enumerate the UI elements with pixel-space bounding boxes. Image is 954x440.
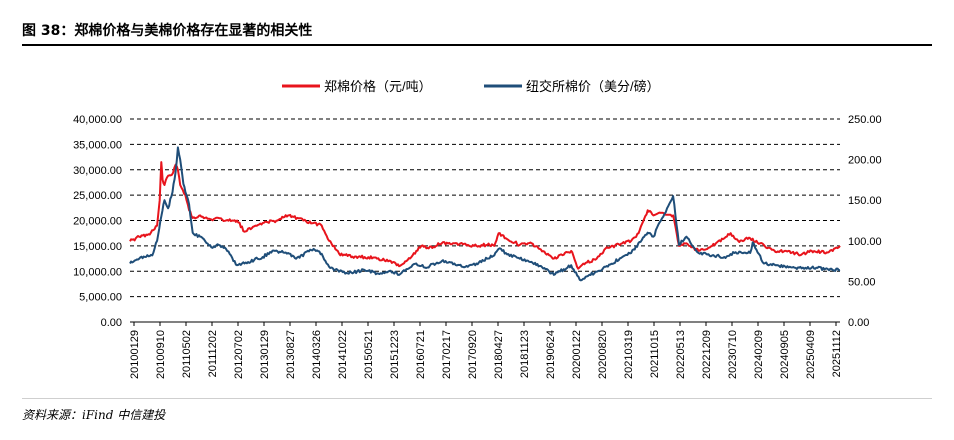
y-right-tick-label: 200.00 (848, 155, 882, 167)
x-tick-label: 20140326 (311, 330, 323, 379)
source-note: 资料来源：iFind 中信建投 (22, 408, 166, 422)
x-tick-label: 20230710 (727, 330, 739, 379)
x-tick-label: 20141022 (337, 330, 349, 379)
x-tick-label: 20180427 (493, 330, 505, 379)
y-right-tick-label: 0.00 (848, 317, 869, 329)
x-tick-label: 20221209 (701, 330, 713, 379)
series-lines (129, 146, 841, 282)
x-tick-label: 20100910 (155, 330, 167, 379)
y-right-tick-label: 150.00 (848, 195, 882, 207)
x-tick-label: 20160721 (415, 330, 427, 379)
x-tick-label: 20220513 (675, 330, 687, 379)
x-tick-label: 20100129 (129, 330, 141, 379)
x-tick-label: 20240905 (779, 330, 791, 379)
y-left-tick-label: 5,000.00 (79, 292, 122, 304)
legend-label-ice: 纽交所棉价（美分/磅） (526, 79, 660, 94)
x-tick-label: 20151223 (389, 330, 401, 379)
x-tick-label: 20181123 (519, 330, 531, 378)
y-left-tick-label: 20,000.00 (73, 216, 122, 228)
y-left-tick-label: 0.00 (101, 317, 122, 329)
x-tick-label: 20211015 (649, 330, 661, 378)
y-left-tick-label: 25,000.00 (73, 190, 122, 202)
y-left-tick-label: 10,000.00 (73, 266, 122, 278)
figure-title: 图 38：郑棉价格与美棉价格存在显著的相关性 (22, 23, 313, 39)
y-right-tick-label: 50.00 (848, 276, 876, 288)
x-tick-label: 20210319 (623, 330, 635, 379)
series-line-ice (129, 146, 841, 282)
x-tick-label: 20251112 (831, 330, 843, 377)
x-tick-label: 20120702 (233, 330, 245, 379)
x-axis: 20100129 20100910 20110502 20111202 20120702… (129, 322, 843, 379)
legend-label-zhengmian: 郑棉价格（元/吨） (324, 79, 432, 94)
title-rule (22, 44, 932, 46)
y-left-tick-label: 30,000.00 (73, 165, 122, 177)
x-tick-label: 20240209 (753, 330, 765, 379)
x-tick-label: 20250409 (805, 330, 817, 379)
x-tick-label: 20200820 (597, 330, 609, 379)
x-tick-label: 20111202 (207, 330, 219, 377)
x-tick-label: 20110502 (181, 330, 193, 378)
y-right-tick-label: 250.00 (848, 114, 882, 126)
source-rule (22, 398, 932, 399)
x-tick-label: 20130827 (285, 330, 297, 379)
right-y-axis: 0.00 50.00 100.00 150.00 200.00 250.00 (848, 114, 882, 329)
series-line-zhengmian (129, 161, 841, 270)
x-tick-label: 20200122 (571, 330, 583, 379)
x-tick-label: 20130129 (259, 330, 271, 379)
y-left-tick-label: 15,000.00 (73, 241, 122, 253)
legend: 郑棉价格（元/吨） 纽交所棉价（美分/磅） (282, 79, 660, 94)
cotton-price-chart: 郑棉价格（元/吨） 纽交所棉价（美分/磅） 0.00 5,000.00 10,000… (73, 79, 882, 379)
y-right-tick-label: 100.00 (848, 236, 882, 248)
x-tick-label: 20150521 (363, 330, 375, 379)
grid-lines (130, 118, 840, 323)
x-tick-label: 20170217 (441, 330, 453, 379)
x-tick-label: 20190624 (545, 330, 557, 379)
y-left-tick-label: 35,000.00 (73, 139, 122, 151)
y-left-tick-label: 40,000.00 (73, 114, 122, 126)
left-y-axis: 0.00 5,000.00 10,000.00 15,000.00 20,000.00 2… (73, 114, 122, 329)
x-tick-label: 20170920 (467, 330, 479, 379)
